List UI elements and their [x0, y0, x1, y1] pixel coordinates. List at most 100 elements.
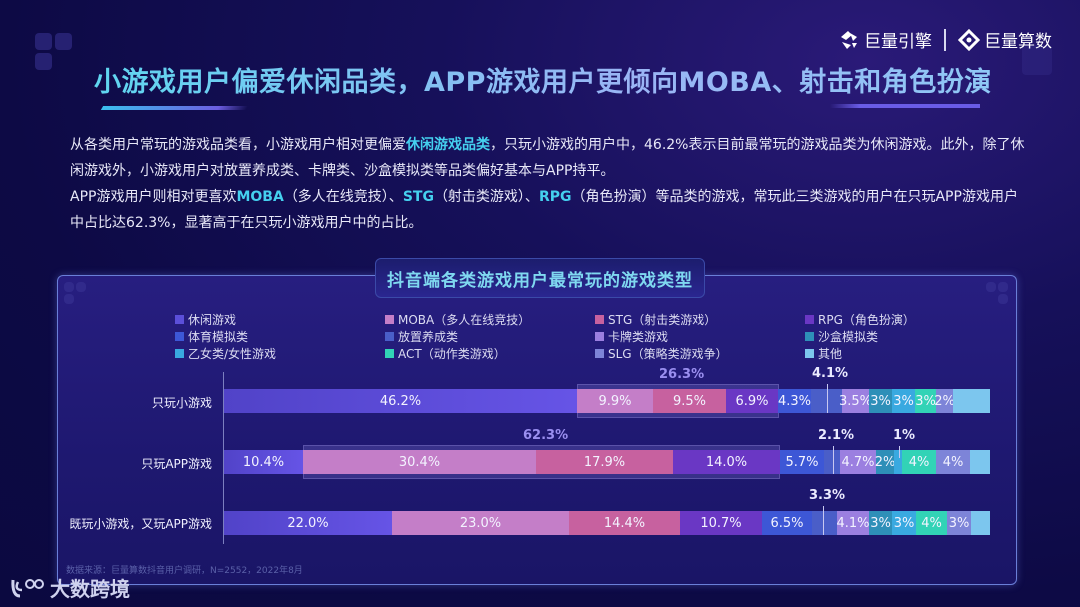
brand-separator [944, 28, 946, 51]
legend-swatch [385, 332, 394, 341]
legend-label: 乙女类/女性游戏 [188, 347, 277, 361]
desc-highlight: 休闲游戏品类 [406, 137, 490, 153]
chart-legend: 休闲游戏 MOBA（多人在线竞技） STG（射击类游戏） RPG（角色扮演） 体… [175, 311, 975, 362]
bar-segment: 2% [875, 450, 895, 474]
legend-label: 卡牌类游戏 [608, 330, 669, 344]
brand-right-name: 巨量算数 [984, 32, 1052, 52]
desc-highlight: STG [402, 189, 434, 205]
legend-label: 放置养成类 [398, 330, 459, 344]
legend-label: STG（射击类游戏） [608, 313, 717, 327]
row-label: 只玩APP游戏 [141, 457, 212, 471]
bar-segment: 3% [869, 389, 892, 413]
bar-segment: 4.1% [836, 511, 870, 535]
legend-label: SLG（策略类游戏争） [608, 347, 728, 361]
callout-group-total: 62.3% [523, 428, 569, 443]
legend-label: 休闲游戏 [188, 313, 237, 327]
description-paragraph-1: 从各类用户常玩的游戏品类看，小游戏用户相对更偏爱休闲游戏品类，只玩小游戏的用户中… [70, 132, 1030, 184]
legend-label: 沙盒模拟类 [818, 330, 879, 344]
legend-item: 乙女类/女性游戏 [175, 345, 385, 362]
legend-swatch [385, 315, 394, 324]
bar-segment: 6.9% [726, 389, 778, 413]
bar-segment: 3% [892, 511, 916, 535]
bar-row-only-mini-games: 46.2% 9.9% 9.5% 6.9% 4.3% 3.5% 3% 3% 3% … [224, 389, 990, 413]
decor-square [76, 282, 86, 292]
desc-text: ，只玩小游戏的用户中，46.2%表示目前最常玩的游戏品类为休闲游戏。此外，除了休… [70, 137, 1025, 179]
decor-square [1022, 45, 1052, 75]
decor-square [35, 33, 52, 50]
callout-group-total: 26.3% [659, 367, 705, 382]
bar-segment: 2% [934, 389, 955, 413]
bar-segment: 3% [892, 389, 915, 413]
legend-swatch [175, 349, 184, 358]
bar-segment [824, 450, 840, 474]
suanshu-logo-icon [958, 28, 980, 51]
bar-segment: 6.5% [762, 511, 812, 535]
legend-item: 其他 [805, 345, 975, 362]
bar-segment: 4% [936, 450, 970, 474]
legend-swatch [805, 315, 814, 324]
callout-line [833, 446, 834, 474]
title-underline [100, 106, 249, 110]
bar-segment: 10.7% [680, 511, 762, 535]
bar-segment: 10.4% [224, 450, 303, 474]
decor-square [998, 282, 1008, 292]
legend-item: MOBA（多人在线竞技） [385, 311, 595, 328]
bar-segment: 22.0% [224, 511, 392, 535]
row-label: 既玩小游戏，又玩APP游戏 [69, 517, 212, 531]
legend-swatch [805, 332, 814, 341]
desc-text: （角色扮演）等品类的游戏，常玩此三类游戏的用户在只玩APP游戏用户中占比达62.… [70, 189, 1018, 231]
bar-segment: 5.7% [780, 450, 824, 474]
decor-square [64, 294, 74, 304]
bar-segment: 30.4% [303, 450, 536, 474]
bar-segment: 4% [916, 511, 947, 535]
page-title: 小游戏用户偏爱休闲品类，APP游戏用户更倾向MOBA、射击和角色扮演 [94, 60, 992, 99]
bar-segment: 14.4% [569, 511, 680, 535]
bar-segment [953, 389, 990, 413]
legend-label: 体育模拟类 [188, 330, 249, 344]
bar-segment: 17.9% [536, 450, 673, 474]
legend-item: 休闲游戏 [175, 311, 385, 328]
decor-square [986, 282, 996, 292]
legend-item: SLG（策略类游戏争） [595, 345, 805, 362]
bar-segment: 9.5% [653, 389, 726, 413]
legend-label: ACT（动作类游戏） [398, 347, 506, 361]
description: 从各类用户常玩的游戏品类看，小游戏用户相对更偏爱休闲游戏品类，只玩小游戏的用户中… [70, 132, 1030, 236]
bar-segment: 4.7% [840, 450, 876, 474]
legend-item: 沙盒模拟类 [805, 328, 975, 345]
title-underline [830, 104, 980, 108]
bar-segment: 3% [869, 511, 892, 535]
legend-swatch [805, 349, 814, 358]
legend-item: RPG（角色扮演） [805, 311, 975, 328]
desc-text: （射击类游戏）、 [433, 189, 539, 205]
bar-row-both: 22.0% 23.0% 14.4% 10.7% 6.5% 4.1% 3% 3% … [224, 511, 990, 535]
bar-segment [811, 389, 842, 413]
legend-swatch [175, 315, 184, 324]
bar-segment [894, 450, 902, 474]
bar-segment: 4% [902, 450, 936, 474]
legend-swatch [595, 315, 604, 324]
row-label: 只玩小游戏 [151, 396, 212, 410]
legend-item: 体育模拟类 [175, 328, 385, 345]
watermark-text: 大数跨境 [50, 577, 130, 601]
callout-line [827, 384, 828, 413]
desc-highlight: MOBA [236, 189, 284, 205]
bar-segment [812, 511, 837, 535]
legend-item: 卡牌类游戏 [595, 328, 805, 345]
bar-segment: 14.0% [673, 450, 780, 474]
legend-swatch [595, 349, 604, 358]
legend-item: ACT（动作类游戏） [385, 345, 595, 362]
legend-label: MOBA（多人在线竞技） [398, 313, 531, 327]
bar-segment: 9.9% [577, 389, 653, 413]
watermark: 大数跨境 [10, 573, 130, 602]
decor-square [64, 282, 74, 292]
brand-logos: 巨量引擎 巨量算数 [838, 27, 1052, 52]
data-source: 数据来源：巨量算数抖音用户调研，N=2552，2022年8月 [66, 566, 303, 576]
bar-row-only-app-games: 10.4% 30.4% 17.9% 14.0% 5.7% 4.7% 2% 4% … [224, 450, 990, 474]
desc-highlight: RPG [538, 189, 572, 205]
description-paragraph-2: APP游戏用户则相对更喜欢MOBA（多人在线竞技）、STG（射击类游戏）、RPG… [70, 184, 1030, 236]
callout-line [823, 506, 824, 535]
brand-suanshu: 巨量算数 [958, 27, 1052, 52]
bar-segment: 3.5% [839, 389, 872, 413]
legend-label: RPG（角色扮演） [818, 313, 915, 327]
callout-line [899, 446, 900, 458]
